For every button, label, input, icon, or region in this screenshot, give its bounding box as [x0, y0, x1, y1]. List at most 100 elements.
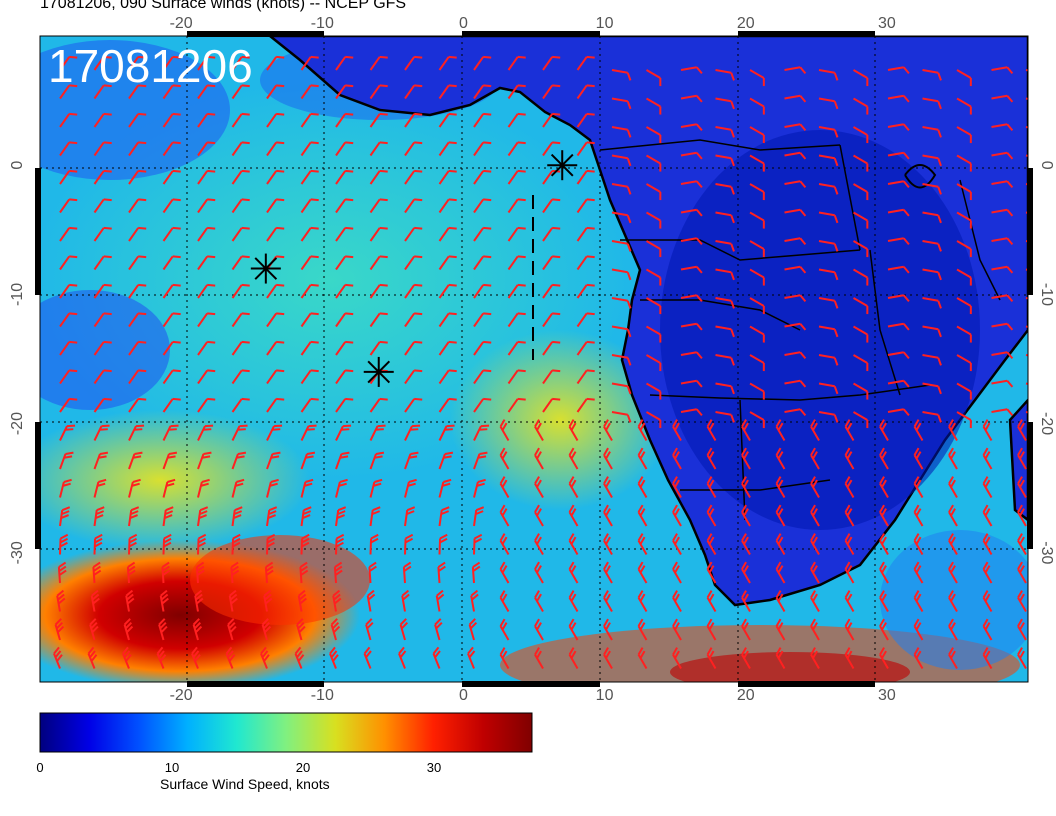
wind-barb	[922, 297, 942, 309]
wind-barb	[879, 647, 889, 669]
wind-barb	[266, 198, 285, 214]
wind-barb	[637, 419, 648, 441]
wind-barb	[956, 183, 972, 201]
wind-barb	[948, 504, 958, 527]
wind-barb	[844, 533, 855, 555]
wind-barb	[507, 112, 526, 128]
wind-barb	[542, 312, 561, 328]
wind-barb	[438, 312, 457, 328]
wind-barb	[749, 183, 765, 201]
wind-barb	[192, 618, 203, 641]
wind-barb	[715, 297, 735, 309]
wind-barb	[844, 504, 855, 527]
wind-barb	[59, 255, 78, 271]
wind-barb	[228, 589, 238, 612]
wind-barb	[887, 180, 910, 189]
wind-barb	[266, 424, 283, 441]
wind-barb	[775, 476, 786, 498]
wind-barb	[128, 506, 140, 527]
wind-barb	[335, 533, 345, 555]
wind-barb	[991, 237, 1014, 246]
wind-barb	[59, 112, 78, 128]
wind-barb	[499, 533, 510, 555]
wind-barb	[534, 419, 544, 441]
wind-barb	[646, 69, 662, 87]
wind-barb	[672, 504, 682, 527]
wind-barb	[775, 504, 786, 527]
wind-barb	[887, 408, 910, 417]
wind-barb	[775, 533, 786, 555]
wind-barb	[335, 478, 348, 498]
wind-barb	[266, 141, 285, 157]
wind-barb	[128, 255, 147, 271]
tick-label: -20	[1038, 412, 1055, 435]
wind-barb	[887, 379, 910, 388]
wind-barb	[706, 476, 717, 498]
wind-barb	[680, 379, 703, 388]
wind-barb	[982, 419, 993, 441]
wind-barb	[266, 55, 285, 71]
wind-barb	[231, 340, 250, 356]
wind-barb	[879, 476, 889, 498]
wind-barb	[913, 504, 924, 527]
wind-barb	[266, 533, 276, 555]
wind-barb	[128, 141, 147, 157]
wind-barb	[1017, 447, 1027, 470]
wind-barb	[93, 141, 112, 157]
wind-barb	[853, 354, 869, 372]
wind-barb	[680, 180, 703, 189]
storm-band	[190, 535, 370, 625]
wind-barb	[922, 382, 942, 395]
wind-barb	[438, 340, 457, 356]
wind-barb	[1017, 476, 1027, 498]
tick-label: -20	[9, 412, 26, 435]
tick-label: -20	[170, 15, 193, 32]
wind-barb	[438, 141, 457, 157]
wind-barb	[706, 504, 717, 527]
wind-barb	[818, 268, 839, 281]
wind-barb	[887, 237, 910, 246]
x-tick-labels-bottom: -20 -10 0 10 20 30	[170, 687, 896, 704]
wind-barb	[913, 533, 924, 555]
wind-barb	[404, 478, 417, 498]
tick-label: 0	[459, 687, 468, 704]
wind-barb	[93, 506, 105, 527]
wind-barb	[473, 226, 492, 242]
wind-barb	[162, 340, 181, 356]
wind-barb	[568, 561, 579, 584]
wind-barb	[887, 66, 910, 75]
wind-barb	[162, 369, 181, 385]
wind-barb	[715, 211, 735, 224]
colorbar	[39, 712, 533, 753]
wind-barb	[507, 283, 526, 299]
wind-barb	[197, 55, 216, 71]
wind-barb	[982, 447, 993, 470]
wind-barb	[128, 369, 147, 385]
wind-barb	[603, 618, 613, 641]
wind-barb	[637, 504, 648, 527]
wind-barb	[784, 351, 807, 360]
date-stamp: 17081206	[48, 40, 253, 92]
wind-barb	[260, 646, 270, 669]
wind-barb	[991, 408, 1014, 417]
wind-barb	[576, 198, 595, 214]
wind-barb	[231, 226, 250, 242]
wind-barb	[818, 126, 839, 138]
wind-barb	[603, 447, 613, 470]
wind-barb	[197, 533, 207, 555]
wind-barb	[784, 151, 807, 160]
wind-barb	[922, 411, 942, 423]
wind-barb	[404, 340, 423, 356]
wind-barb	[162, 533, 172, 555]
wind-barb	[404, 169, 423, 185]
wind-barb	[784, 294, 807, 303]
wind-barb	[818, 183, 839, 195]
wind-barb	[879, 419, 889, 441]
wind-barb	[784, 123, 807, 132]
wind-barb	[300, 478, 314, 498]
wind-barb	[59, 226, 78, 242]
wind-barb	[499, 504, 510, 527]
wind-barb	[369, 198, 388, 214]
wind-barb	[784, 94, 807, 103]
wind-barb	[438, 533, 448, 555]
